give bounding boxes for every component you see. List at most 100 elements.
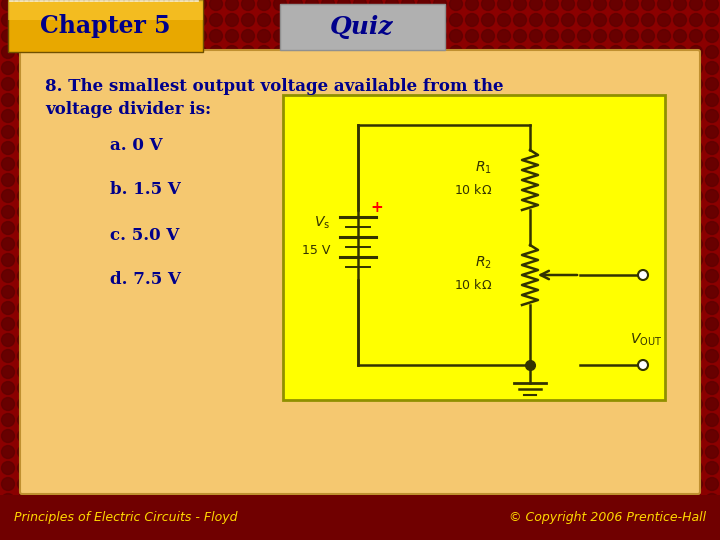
Circle shape <box>289 510 302 523</box>
Circle shape <box>418 429 431 442</box>
Circle shape <box>338 62 351 75</box>
Circle shape <box>50 349 63 362</box>
Circle shape <box>17 525 30 538</box>
Circle shape <box>354 414 366 427</box>
Circle shape <box>354 477 366 490</box>
Circle shape <box>17 141 30 154</box>
Text: +: + <box>370 199 383 214</box>
Circle shape <box>34 253 47 267</box>
Circle shape <box>498 366 510 379</box>
Circle shape <box>385 0 398 10</box>
Circle shape <box>305 366 318 379</box>
Circle shape <box>130 0 143 10</box>
Circle shape <box>194 110 207 123</box>
Circle shape <box>577 446 590 458</box>
Circle shape <box>385 366 398 379</box>
Circle shape <box>529 462 542 475</box>
Text: $R_2$: $R_2$ <box>475 255 492 271</box>
Circle shape <box>673 158 686 171</box>
Circle shape <box>369 0 382 10</box>
Circle shape <box>225 14 238 26</box>
Circle shape <box>338 221 351 234</box>
Circle shape <box>385 318 398 330</box>
Circle shape <box>66 381 78 395</box>
Circle shape <box>81 318 94 330</box>
Circle shape <box>482 78 495 91</box>
Circle shape <box>402 349 415 362</box>
Circle shape <box>433 62 446 75</box>
Circle shape <box>529 173 542 186</box>
Circle shape <box>449 397 462 410</box>
Circle shape <box>385 446 398 458</box>
Circle shape <box>289 446 302 458</box>
Circle shape <box>498 494 510 507</box>
Circle shape <box>194 93 207 106</box>
Circle shape <box>225 158 238 171</box>
Circle shape <box>258 93 271 106</box>
Circle shape <box>81 14 94 26</box>
Circle shape <box>402 62 415 75</box>
Circle shape <box>114 397 127 410</box>
Circle shape <box>1 125 14 138</box>
Circle shape <box>482 286 495 299</box>
Circle shape <box>161 381 174 395</box>
Circle shape <box>610 477 623 490</box>
Circle shape <box>50 301 63 314</box>
Circle shape <box>130 318 143 330</box>
Circle shape <box>513 429 526 442</box>
Circle shape <box>97 110 110 123</box>
Circle shape <box>673 30 686 43</box>
Circle shape <box>690 446 703 458</box>
Circle shape <box>50 462 63 475</box>
Circle shape <box>66 158 78 171</box>
Circle shape <box>178 286 191 299</box>
Circle shape <box>145 494 158 507</box>
Circle shape <box>210 414 222 427</box>
Circle shape <box>449 93 462 106</box>
Circle shape <box>178 446 191 458</box>
Circle shape <box>498 253 510 267</box>
Circle shape <box>385 125 398 138</box>
Circle shape <box>50 414 63 427</box>
Circle shape <box>241 510 254 523</box>
Circle shape <box>433 238 446 251</box>
Circle shape <box>114 510 127 523</box>
Circle shape <box>690 0 703 10</box>
Circle shape <box>642 397 654 410</box>
Circle shape <box>593 286 606 299</box>
Circle shape <box>593 30 606 43</box>
Circle shape <box>81 525 94 538</box>
Circle shape <box>529 414 542 427</box>
Circle shape <box>482 190 495 202</box>
Circle shape <box>225 510 238 523</box>
Circle shape <box>97 349 110 362</box>
Circle shape <box>145 93 158 106</box>
Circle shape <box>626 477 639 490</box>
Circle shape <box>338 141 351 154</box>
Circle shape <box>194 125 207 138</box>
Text: Chapter 5: Chapter 5 <box>40 14 170 38</box>
Circle shape <box>610 381 623 395</box>
Circle shape <box>610 62 623 75</box>
Circle shape <box>354 14 366 26</box>
Circle shape <box>289 397 302 410</box>
Circle shape <box>338 510 351 523</box>
Circle shape <box>289 158 302 171</box>
Circle shape <box>338 494 351 507</box>
Circle shape <box>577 30 590 43</box>
Circle shape <box>114 173 127 186</box>
Circle shape <box>673 269 686 282</box>
Circle shape <box>17 158 30 171</box>
Circle shape <box>161 446 174 458</box>
Circle shape <box>145 141 158 154</box>
Circle shape <box>593 494 606 507</box>
Circle shape <box>642 462 654 475</box>
Circle shape <box>34 381 47 395</box>
Circle shape <box>385 238 398 251</box>
Circle shape <box>289 414 302 427</box>
Circle shape <box>1 110 14 123</box>
Circle shape <box>81 429 94 442</box>
Circle shape <box>274 381 287 395</box>
Circle shape <box>706 125 719 138</box>
Circle shape <box>466 366 479 379</box>
